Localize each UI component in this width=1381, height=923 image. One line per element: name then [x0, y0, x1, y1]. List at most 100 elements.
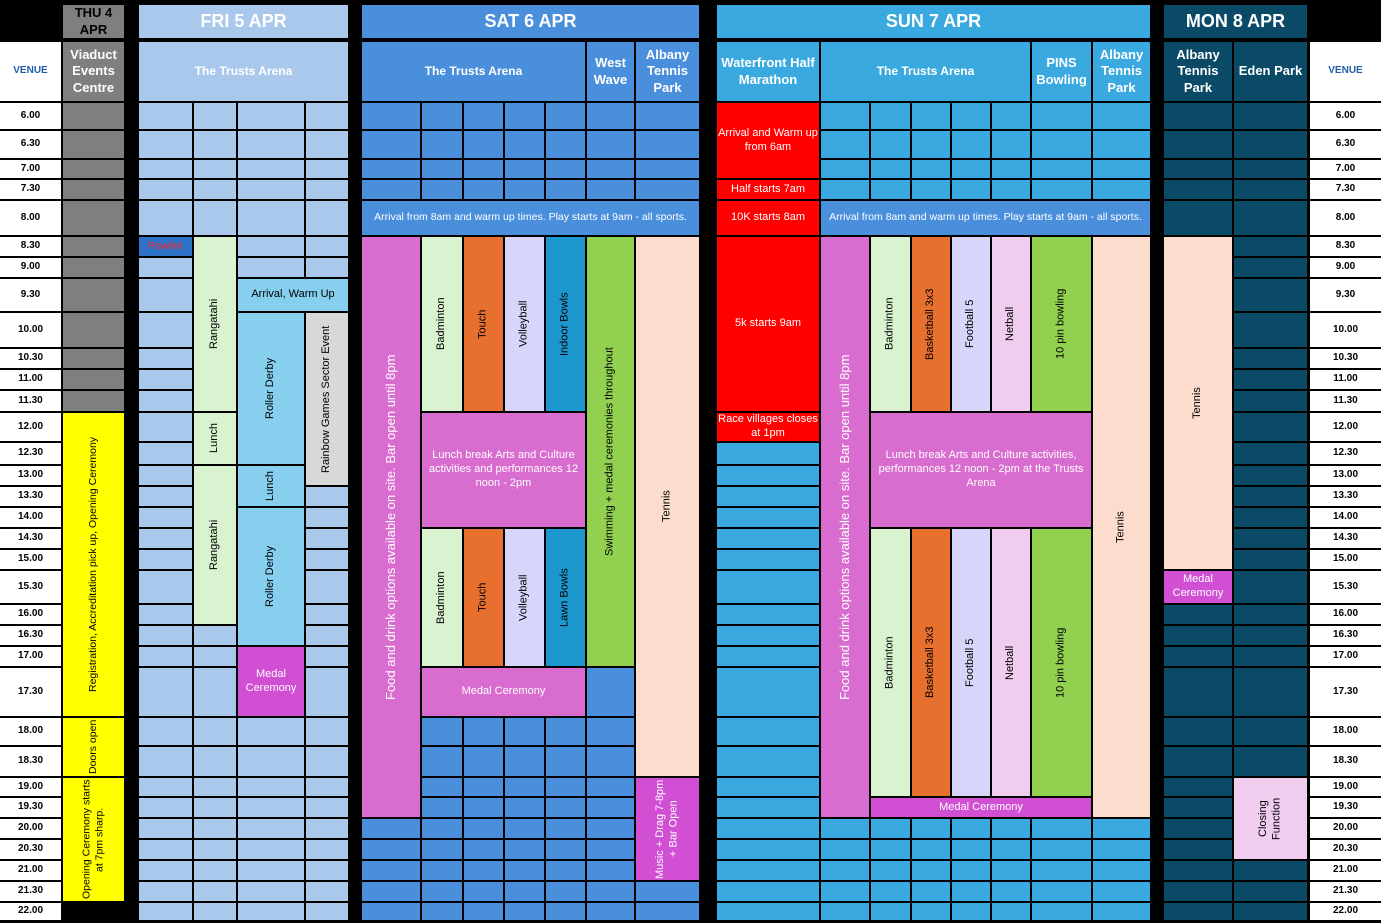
mon-slot: [1164, 778, 1232, 796]
fri-slot: [306, 605, 348, 624]
time-left: 9.30: [0, 279, 61, 311]
sat-badminton-2-label: Badminton: [435, 571, 448, 624]
mon-slot: [1234, 605, 1307, 624]
sun-slot: [717, 882, 819, 901]
sun-slot: [952, 903, 990, 920]
venue-sun-arena-label: The Trusts Arena: [876, 64, 975, 78]
sun-slot: [871, 882, 910, 901]
sun-slot: [717, 747, 819, 776]
sat-slot: [546, 160, 585, 178]
fri-slot: [139, 349, 192, 368]
mon-slot: [1164, 861, 1232, 880]
sun-slot: [717, 626, 819, 645]
venue-sun-tennis: Albany Tennis Park: [1093, 42, 1150, 101]
thu-registration-label: Registration, Accreditation pick up, Ope…: [86, 436, 99, 693]
time-left: 13.00: [0, 466, 61, 485]
sat-volleyball-1-label: Volleyball: [517, 300, 530, 348]
time-left: 19.30: [0, 798, 61, 817]
sat-slot: [422, 840, 462, 859]
mon-slot: [1234, 571, 1307, 603]
time-left: 12.00: [0, 413, 61, 441]
sat-slot: [422, 103, 462, 129]
fri-powhiri: Powhiri: [139, 237, 192, 256]
sun-badminton-1: Badminton: [871, 237, 910, 411]
day-header-4-label: SUN 7 APR: [885, 11, 982, 32]
sat-slot: [587, 840, 634, 859]
sun-medal-label: Medal Ceremony: [939, 800, 1023, 813]
sun-slot: [821, 819, 869, 838]
sun-slot: [1093, 840, 1150, 859]
venue-label-left-label: VENUE: [13, 65, 48, 77]
mon-slot: [1234, 201, 1307, 235]
fri-slot: [238, 861, 304, 880]
sun-slot: [821, 131, 869, 158]
thu-slot: [63, 201, 124, 235]
fri-slot: [238, 160, 304, 178]
time-right: 20.00: [1310, 819, 1381, 838]
fri-slot: [306, 861, 348, 880]
mon-slot: [1234, 747, 1307, 776]
sat-slot: [505, 160, 544, 178]
sat-indoor-bowls-label: Indoor Bowls: [558, 292, 571, 356]
fri-rangatahi-1-label: Rangatahi: [208, 298, 221, 350]
fri-slot: [306, 903, 348, 920]
mon-slot: [1234, 413, 1307, 441]
sun-half: Half starts 7am: [717, 180, 819, 199]
time-right-label: 6.00: [1335, 109, 1356, 121]
time-right: 21.30: [1310, 882, 1381, 901]
fri-slot: [306, 508, 348, 527]
time-left-label: 12.30: [17, 447, 44, 459]
time-right-label: 12.00: [1332, 420, 1359, 432]
sun-slot: [717, 840, 819, 859]
sat-slot: [546, 861, 585, 880]
time-left-label: 17.00: [17, 650, 44, 662]
sun-slot: [871, 840, 910, 859]
sun-slot: [992, 882, 1030, 901]
sun-slot: [1093, 903, 1150, 920]
time-left: 18.30: [0, 747, 61, 776]
sun-slot: [1032, 840, 1091, 859]
fri-rangatahi-2-label: Rangatahi: [208, 519, 221, 571]
time-right-label: 16.00: [1332, 608, 1359, 620]
sun-slot: [717, 529, 819, 548]
time-right: 6.00: [1310, 103, 1381, 129]
fri-rainbow: Rainbow Games Sector Event: [306, 313, 348, 485]
mon-slot: [1234, 313, 1307, 347]
fri-slot: [238, 747, 304, 776]
time-right-label: 6.30: [1335, 138, 1356, 150]
sun-slot: [717, 508, 819, 527]
fri-slot: [139, 258, 192, 277]
sat-slot: [362, 180, 420, 199]
time-right: 16.00: [1310, 605, 1381, 624]
venue-thu-label: Viaduct Events Centre: [70, 47, 117, 95]
sat-slot: [587, 861, 634, 880]
fri-roller-derby-2: Roller Derby: [238, 508, 304, 645]
sun-slot: [871, 103, 910, 129]
fri-slot: [139, 861, 192, 880]
mon-slot: [1164, 882, 1232, 901]
fri-arrival-label: Arrival, Warm Up: [251, 288, 335, 301]
sun-slot: [912, 103, 950, 129]
time-left-label: 18.30: [17, 755, 44, 767]
sun-slot: [992, 103, 1030, 129]
time-right: 7.00: [1310, 160, 1381, 178]
sun-slot: [717, 550, 819, 569]
sun-race-close: Race villages closes at 1pm: [717, 413, 819, 441]
fri-slot: [139, 131, 192, 158]
time-left-label: 15.00: [17, 553, 44, 565]
sat-swimming: Swimming + medal ceremonies throughout: [587, 237, 634, 666]
mon-slot: [1164, 798, 1232, 817]
fri-slot: [238, 103, 304, 129]
sun-football-1-label: Football 5: [964, 299, 977, 349]
sun-slot: [871, 160, 910, 178]
thu-slot: [63, 258, 124, 277]
time-right-label: 16.30: [1332, 629, 1359, 641]
time-right-label: 21.30: [1332, 885, 1359, 897]
time-right-label: 7.30: [1335, 183, 1356, 195]
time-right-label: 18.30: [1332, 755, 1359, 767]
venue-sat-arena: The Trusts Arena: [362, 42, 585, 101]
venue-sat-westwave: West Wave: [587, 42, 634, 101]
sun-slot: [952, 882, 990, 901]
sat-slot: [362, 131, 420, 158]
mon-slot: [1164, 647, 1232, 666]
